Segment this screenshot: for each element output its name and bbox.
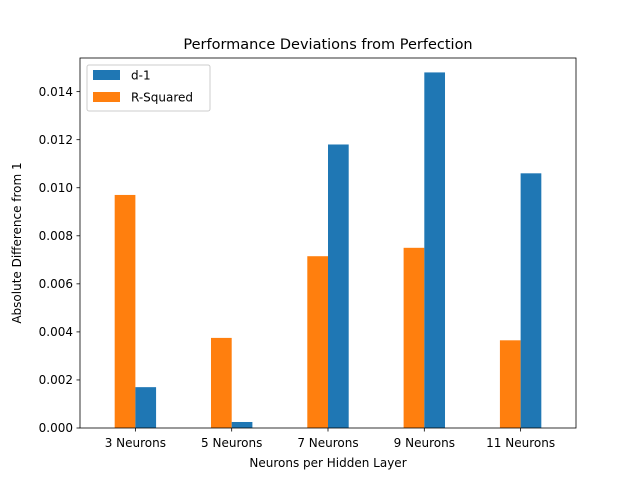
legend-label-1: R-Squared <box>131 91 193 105</box>
x-tick-label: 7 Neurons <box>297 436 358 450</box>
y-tick-label: 0.010 <box>39 181 73 195</box>
x-tick-label: 11 Neurons <box>486 436 555 450</box>
y-tick-label: 0.000 <box>39 421 73 435</box>
bars-group <box>114 72 542 429</box>
bar-d-1-2 <box>328 144 349 429</box>
legend-label-0: d-1 <box>131 69 151 83</box>
bar-d-1-4 <box>520 173 542 428</box>
bar-r-squared-0 <box>114 194 136 428</box>
y-tick-label: 0.008 <box>39 229 73 243</box>
y-axis: 0.000 0.002 0.004 0.006 0.008 0.010 0.012 0.014 <box>39 85 80 435</box>
y-tick-label: 0.002 <box>39 373 73 387</box>
y-tick-label: 0.014 <box>39 85 73 99</box>
chart-title: Performance Deviations from Perfection <box>183 37 472 53</box>
x-axis-label: Neurons per Hidden Layer <box>249 456 406 470</box>
bar-d-1-1 <box>231 421 253 428</box>
bar-r-squared-3 <box>403 247 425 428</box>
y-tick-label: 0.006 <box>39 277 73 291</box>
bar-r-squared-4 <box>499 340 521 428</box>
bar-r-squared-2 <box>307 256 328 428</box>
x-tick-label: 9 Neurons <box>394 436 455 450</box>
y-tick-label: 0.004 <box>39 325 73 339</box>
x-tick-label: 3 Neurons <box>105 436 166 450</box>
plot-frame <box>79 57 577 429</box>
y-axis-label: Absolute Difference from 1 <box>10 162 24 323</box>
bar-r-squared-1 <box>210 337 232 428</box>
bar-d-1-3 <box>424 72 446 429</box>
x-tick-label: 5 Neurons <box>201 436 262 450</box>
legend-swatch-1 <box>93 92 120 102</box>
x-axis: 3 Neurons 5 Neurons 7 Neurons 9 Neurons 11 N… <box>105 428 555 450</box>
legend: d-1 R-Squared <box>86 64 211 112</box>
y-tick-label: 0.012 <box>39 133 73 147</box>
bar-d-1-0 <box>135 387 157 428</box>
legend-swatch-0 <box>93 70 120 80</box>
